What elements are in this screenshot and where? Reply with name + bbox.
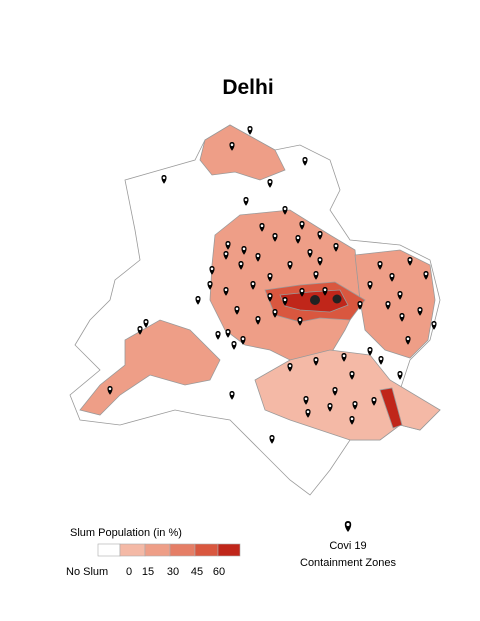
marker-legend-label: Covi 19: [329, 540, 366, 552]
region: [79, 319, 221, 416]
legend-swatch: [169, 543, 196, 557]
legend-label: No Slum: [66, 566, 108, 578]
marker-legend: Covi 19 Containment Zones: [300, 521, 396, 569]
containment-zone-marker: [247, 126, 253, 135]
dense-marker-cluster: [332, 294, 342, 304]
legend-swatch: [119, 543, 146, 557]
legend-swatch: [97, 543, 121, 557]
legend-swatch: [217, 543, 241, 557]
dense-marker-cluster: [310, 295, 320, 305]
legend-tick-label: 60: [213, 566, 225, 578]
legend-tick-label: 0: [126, 566, 132, 578]
legend-tick-label: 45: [191, 566, 203, 578]
marker-legend-label: Containment Zones: [300, 557, 396, 569]
map-title: Delhi: [222, 76, 273, 99]
region: [199, 124, 286, 181]
legend-tick-label: 15: [142, 566, 154, 578]
map: [69, 124, 441, 496]
region: [354, 249, 436, 359]
legend-swatch: [194, 543, 219, 557]
legend: Slum Population (in %) No Slum 0 15 30 45 60: [66, 527, 241, 578]
legend-tick-label: 30: [167, 566, 179, 578]
legend-swatch: [144, 543, 171, 557]
marker-icon: [344, 521, 352, 532]
region: [379, 387, 403, 429]
legend-title: Slum Population (in %): [70, 527, 182, 539]
